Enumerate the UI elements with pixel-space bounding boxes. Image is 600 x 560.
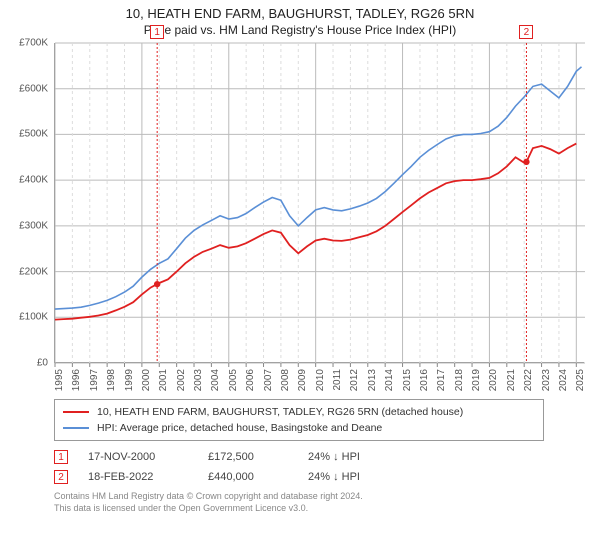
x-tick-label: 1999 [124, 367, 135, 389]
y-tick-label: £100K [19, 312, 48, 323]
x-tick-label: 2014 [384, 367, 395, 389]
event-row: 1 17-NOV-2000 £172,500 24% ↓ HPI [54, 447, 582, 467]
title-address: 10, HEATH END FARM, BAUGHURST, TADLEY, R… [8, 6, 592, 21]
x-tick-label: 2023 [541, 367, 552, 389]
legend-swatch-red [63, 411, 89, 413]
x-tick-label: 2025 [575, 367, 586, 389]
event-date: 18-FEB-2022 [88, 471, 188, 483]
x-tick-label: 2024 [558, 367, 569, 389]
title-subtitle: Price paid vs. HM Land Registry's House … [8, 23, 592, 37]
x-tick-label: 1998 [106, 367, 117, 389]
chart-marker-box: 2 [519, 25, 533, 39]
x-tick-label: 2004 [210, 367, 221, 389]
legend-row: 10, HEATH END FARM, BAUGHURST, TADLEY, R… [63, 404, 535, 420]
x-tick-label: 2015 [402, 367, 413, 389]
x-tick-label: 2020 [488, 367, 499, 389]
event-delta: 24% ↓ HPI [308, 451, 398, 463]
chart-marker-box: 1 [150, 25, 164, 39]
legend-swatch-blue [63, 427, 89, 429]
chart-area: £0£100K£200K£300K£400K£500K£600K£700K 12… [8, 43, 592, 393]
event-price: £172,500 [208, 451, 288, 463]
x-tick-label: 1996 [71, 367, 82, 389]
legend-row: HPI: Average price, detached house, Basi… [63, 420, 535, 436]
x-tick-label: 1997 [89, 367, 100, 389]
x-tick-label: 2007 [263, 367, 274, 389]
y-tick-label: £600K [19, 83, 48, 94]
x-tick-label: 2017 [436, 367, 447, 389]
titles: 10, HEATH END FARM, BAUGHURST, TADLEY, R… [8, 6, 592, 37]
x-tick-label: 2010 [315, 367, 326, 389]
x-tick-label: 2001 [158, 367, 169, 389]
x-tick-label: 2008 [280, 367, 291, 389]
x-tick-label: 2016 [419, 367, 430, 389]
event-row: 2 18-FEB-2022 £440,000 24% ↓ HPI [54, 467, 582, 487]
x-tick-label: 2013 [367, 367, 378, 389]
legend-label: HPI: Average price, detached house, Basi… [97, 422, 382, 434]
x-tick-label: 2000 [141, 367, 152, 389]
event-date: 17-NOV-2000 [88, 451, 188, 463]
y-tick-label: £0 [37, 358, 48, 369]
x-tick-label: 2012 [349, 367, 360, 389]
y-tick-label: £500K [19, 129, 48, 140]
x-tick-label: 2009 [297, 367, 308, 389]
legend-label: 10, HEATH END FARM, BAUGHURST, TADLEY, R… [97, 406, 463, 418]
plot-svg [55, 43, 585, 363]
footer-line: This data is licensed under the Open Gov… [54, 503, 582, 515]
x-axis-labels: 1995 1996 1997 1998 1999 2000 2001 2002 2003 2004… [54, 365, 584, 393]
y-tick-label: £700K [19, 38, 48, 49]
event-marker-icon: 1 [54, 450, 68, 464]
x-tick-label: 2006 [245, 367, 256, 389]
x-tick-label: 2021 [506, 367, 517, 389]
y-tick-label: £300K [19, 220, 48, 231]
x-tick-label: 2002 [176, 367, 187, 389]
y-tick-label: £400K [19, 175, 48, 186]
plot-region: 12 [54, 43, 584, 363]
footer-attribution: Contains HM Land Registry data © Crown c… [54, 491, 582, 514]
event-marker-icon: 2 [54, 470, 68, 484]
x-tick-label: 1995 [54, 367, 65, 389]
x-tick-label: 2019 [471, 367, 482, 389]
event-delta: 24% ↓ HPI [308, 471, 398, 483]
events-table: 1 17-NOV-2000 £172,500 24% ↓ HPI 2 18-FE… [54, 447, 582, 487]
chart-container: 10, HEATH END FARM, BAUGHURST, TADLEY, R… [0, 0, 600, 560]
event-price: £440,000 [208, 471, 288, 483]
x-tick-label: 2022 [523, 367, 534, 389]
x-tick-label: 2011 [332, 367, 343, 389]
x-tick-label: 2003 [193, 367, 204, 389]
x-tick-label: 2018 [454, 367, 465, 389]
y-axis-labels: £0£100K£200K£300K£400K£500K£600K£700K [8, 43, 52, 363]
footer-line: Contains HM Land Registry data © Crown c… [54, 491, 582, 503]
legend-box: 10, HEATH END FARM, BAUGHURST, TADLEY, R… [54, 399, 544, 441]
x-tick-label: 2005 [228, 367, 239, 389]
y-tick-label: £200K [19, 266, 48, 277]
